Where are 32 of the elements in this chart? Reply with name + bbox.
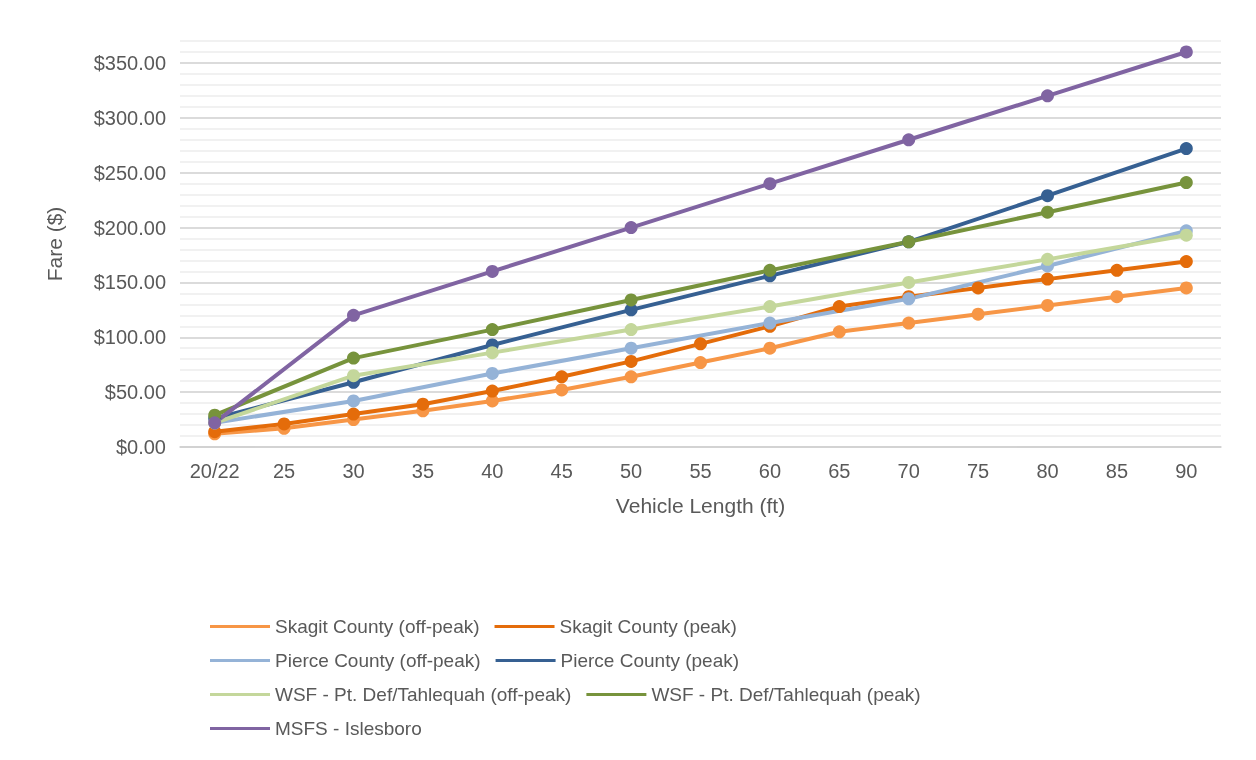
x-tick-label: 25: [272, 460, 296, 482]
y-axis-title: Fare ($): [43, 206, 66, 282]
y-tick-label: $150.00: [93, 271, 166, 294]
x-tick-label: 40: [481, 460, 504, 482]
y-tick-label: $100.00: [93, 326, 166, 349]
x-tick-label: 20/22: [189, 460, 240, 482]
y-tick-label: $300.00: [93, 106, 166, 129]
legend-label: WSF - Pt. Def/Tahlequah (off-peak): [275, 684, 572, 705]
legend-label: Pierce County (off-peak): [275, 650, 481, 671]
x-tick-label: 35: [411, 460, 435, 482]
x-tick-label: 90: [1175, 460, 1198, 482]
x-tick-label: 85: [1105, 460, 1129, 482]
legend-label: Skagit County (peak): [559, 616, 737, 637]
x-axis-title: Vehicle Length (ft): [615, 494, 786, 517]
legend-label: Skagit County (off-peak): [275, 616, 480, 637]
y-tick-label: $50.00: [104, 381, 166, 404]
x-tick-label: 80: [1036, 460, 1059, 482]
x-tick-label: 60: [758, 460, 782, 482]
y-tick-label: $250.00: [93, 161, 166, 184]
legend-label: WSF - Pt. Def/Tahlequah (peak): [651, 684, 921, 705]
x-tick-label: 30: [342, 460, 365, 482]
y-tick-label: $350.00: [93, 51, 166, 74]
x-tick-label: 45: [550, 460, 573, 482]
x-tick-label: 55: [689, 460, 712, 482]
x-tick-label: 65: [828, 460, 851, 482]
y-tick-label: $200.00: [93, 216, 166, 239]
y-tick-label: $0.00: [115, 436, 166, 458]
x-tick-label: 70: [897, 460, 920, 482]
legend-label: Pierce County (peak): [560, 650, 740, 671]
x-tick-label: 50: [619, 460, 643, 482]
legend-label: MSFS - Islesboro: [275, 718, 422, 739]
x-tick-label: 75: [966, 460, 990, 482]
